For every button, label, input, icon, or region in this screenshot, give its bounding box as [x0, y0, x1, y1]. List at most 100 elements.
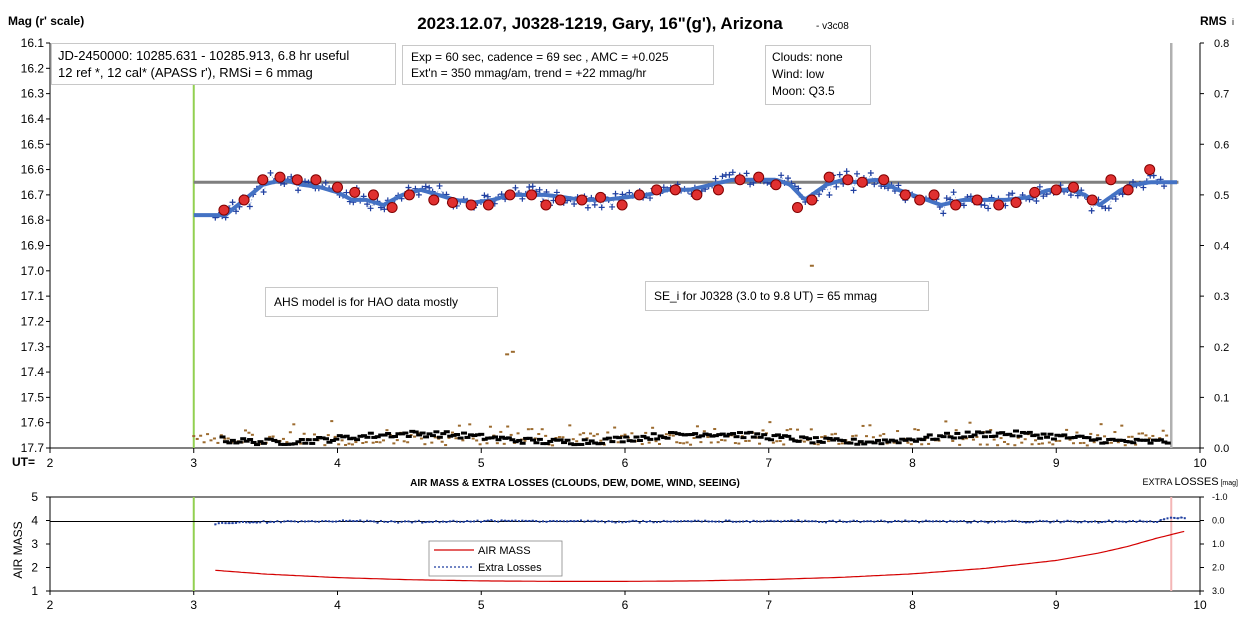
- rms-mark: [850, 437, 857, 441]
- extra-losses-point: [693, 519, 696, 522]
- rms-scatter-mark: [457, 424, 461, 427]
- observation-point: [1088, 207, 1095, 214]
- rms-mark: [236, 440, 243, 444]
- rms-mark: [278, 442, 285, 446]
- rms-scatter-mark: [1099, 423, 1103, 426]
- rms-mark: [647, 437, 654, 441]
- rms-scatter-mark: [833, 432, 837, 435]
- extra-losses-point: [521, 519, 524, 522]
- rms-mark: [705, 433, 712, 437]
- rms-scatter-mark: [385, 429, 389, 432]
- rms-mark: [481, 437, 488, 441]
- rms-mark: [554, 438, 561, 442]
- extra-losses-point: [586, 519, 589, 522]
- rms-mark: [592, 441, 599, 445]
- extra-losses-point: [283, 520, 286, 523]
- extra-losses-point: [524, 519, 527, 522]
- extra-losses-point: [828, 520, 831, 523]
- rms-mark: [495, 438, 502, 442]
- rms-scatter-mark: [789, 428, 793, 431]
- averaged-point: [238, 194, 250, 206]
- rms-scatter-mark: [1020, 441, 1024, 444]
- y2-tick-label: 0.5: [1214, 190, 1229, 202]
- extra-losses-point: [700, 520, 703, 523]
- rms-scatter-mark: [330, 420, 334, 423]
- rms-scatter-mark: [206, 433, 210, 436]
- lower-x-tick-label: 5: [478, 598, 485, 612]
- rms-scatter-mark: [958, 443, 962, 446]
- rms-scatter-mark: [896, 430, 900, 433]
- rms-scatter-mark: [292, 423, 296, 426]
- extra-losses-point: [838, 519, 841, 522]
- rms-mark: [429, 434, 436, 438]
- rms-mark: [443, 430, 450, 434]
- chart-title: 2023.12.07, J0328-1219, Gary, 16"(g'), A…: [417, 14, 783, 33]
- extra-losses-point: [600, 520, 603, 523]
- rms-mark: [502, 436, 509, 440]
- rms-scatter-mark: [861, 424, 865, 427]
- observation-point: [1033, 198, 1040, 205]
- rms-mark: [1140, 438, 1147, 442]
- extra-losses-point: [966, 521, 969, 524]
- y2-tick-label: 0.6: [1214, 139, 1229, 151]
- rms-mark: [229, 438, 236, 442]
- rms-mark: [347, 437, 354, 441]
- rms-mark: [581, 438, 588, 442]
- lower-x-tick-label: 7: [765, 598, 772, 612]
- extra-losses-point: [542, 520, 545, 523]
- observation-point: [233, 208, 240, 215]
- rms-scatter-mark: [809, 428, 813, 431]
- y-tick-label: 17.0: [21, 264, 45, 278]
- extra-losses-point: [983, 520, 986, 523]
- extra-losses-point: [925, 519, 928, 522]
- rms-mark: [416, 433, 423, 437]
- rms-mark: [426, 432, 433, 436]
- extra-losses-point: [697, 519, 700, 522]
- extra-losses-point: [883, 520, 886, 523]
- rms-mark: [823, 436, 830, 440]
- rms-scatter-mark: [796, 428, 799, 431]
- observation-point: [1150, 172, 1157, 179]
- extra-losses-point: [293, 520, 296, 523]
- rms-mark: [543, 442, 550, 446]
- extra-losses-point: [611, 520, 614, 523]
- extra-losses-point: [914, 520, 917, 523]
- conditions-box: Clouds: none Wind: low Moon: Q3.5: [765, 45, 871, 105]
- extra-losses-point: [669, 520, 672, 523]
- extra-losses-point: [341, 519, 344, 522]
- observation-point: [785, 175, 792, 182]
- rms-mark: [1006, 432, 1013, 436]
- rms-mark: [1130, 441, 1137, 445]
- rms-mark: [1047, 432, 1054, 436]
- extra-losses-point: [290, 520, 293, 523]
- observation-point: [343, 189, 350, 196]
- rms-scatter-mark: [985, 443, 989, 446]
- rms-mark: [478, 432, 485, 436]
- lower-right-axis-title-prefix: EXTRA: [1143, 477, 1175, 487]
- extra-losses-point: [621, 521, 624, 524]
- upper-plot: 16.1 16.2 16.3 16.4 16.5 16.6 16.7 16.8 16.9 17.0…: [21, 36, 1230, 470]
- observation-point: [436, 182, 443, 189]
- extra-losses-point: [607, 520, 610, 523]
- wind-status: Wind: low: [772, 67, 825, 81]
- rms-scatter-mark: [1082, 441, 1086, 444]
- averaged-point: [914, 194, 926, 206]
- rms-scatter-mark: [689, 443, 693, 446]
- extra-losses-point: [590, 520, 593, 523]
- rms-scatter-mark: [599, 439, 603, 442]
- rms-scatter-mark: [702, 430, 706, 433]
- rms-scatter-mark: [1054, 439, 1058, 442]
- rms-scatter-mark: [1068, 438, 1072, 441]
- rms-mark: [523, 436, 530, 440]
- extra-losses-point: [897, 520, 900, 523]
- rms-mark: [1016, 434, 1023, 438]
- rms-scatter-mark: [461, 439, 465, 442]
- extra-losses-point: [448, 520, 451, 523]
- rms-mark: [912, 439, 919, 443]
- extra-losses-point: [348, 519, 351, 522]
- rms-scatter-mark: [771, 441, 775, 444]
- rms-mark: [888, 438, 895, 442]
- extra-losses-point: [1049, 521, 1052, 524]
- rms-mark: [692, 432, 699, 436]
